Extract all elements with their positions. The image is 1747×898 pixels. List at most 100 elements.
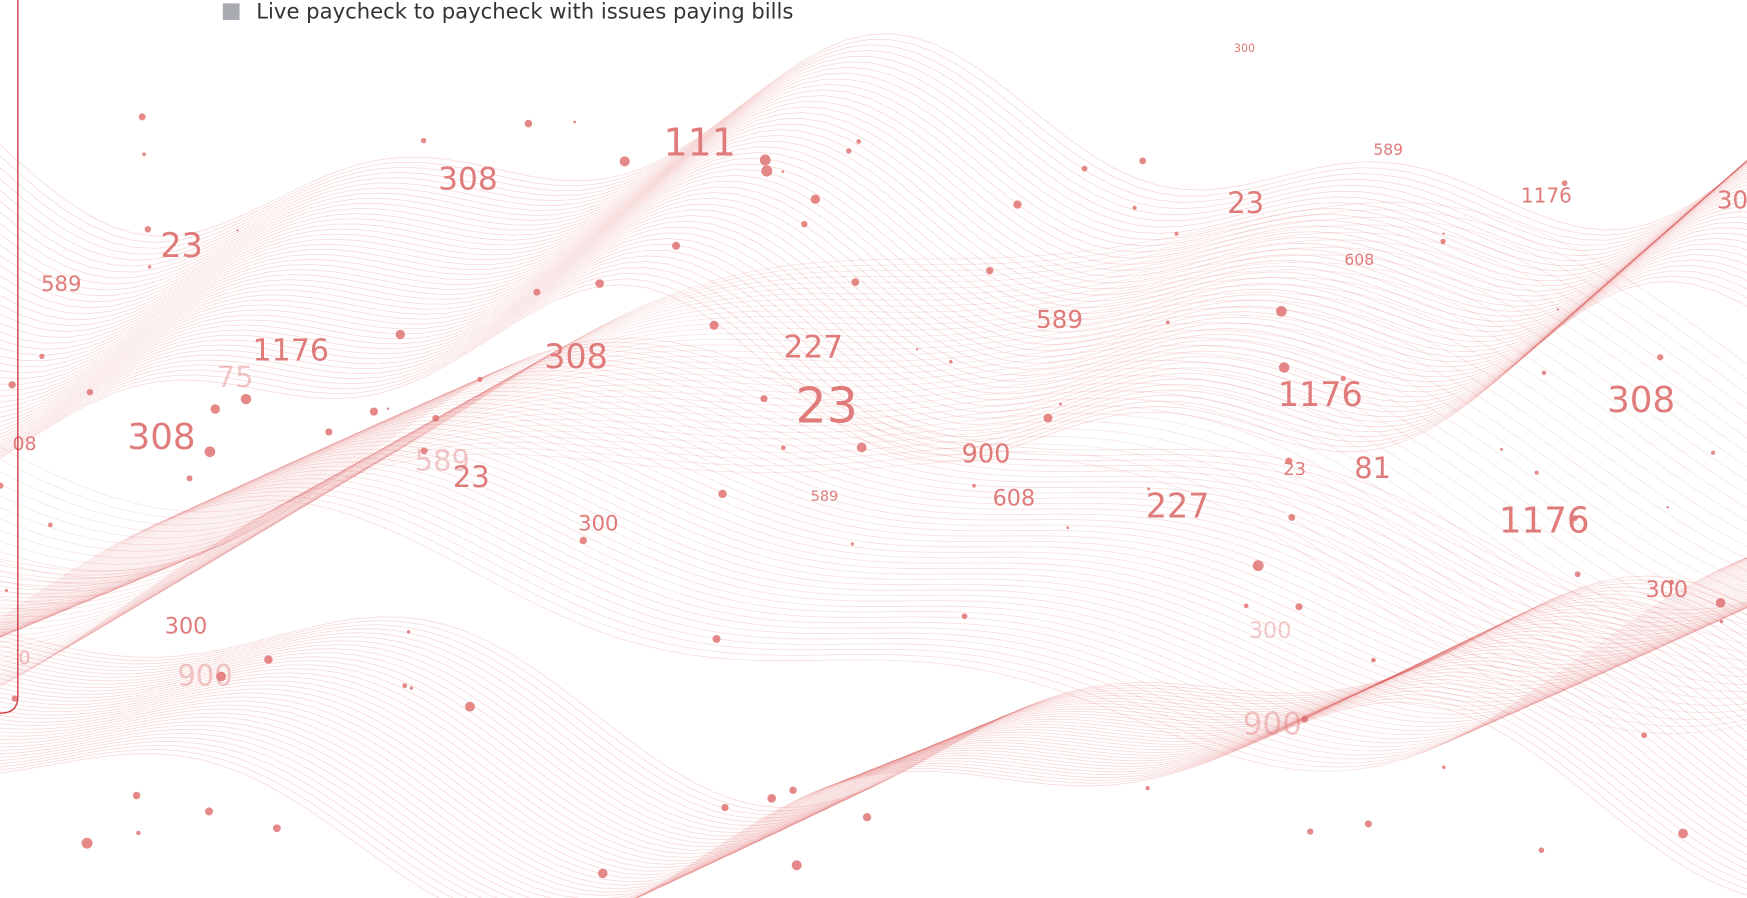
dot <box>240 393 252 405</box>
dot <box>1574 571 1581 578</box>
wave-line <box>0 575 1747 809</box>
wave-line <box>0 461 1747 736</box>
dot <box>1059 402 1063 406</box>
wave-line <box>0 403 1747 678</box>
wave-line <box>0 679 1747 898</box>
dot <box>272 824 281 833</box>
dot <box>619 156 630 167</box>
wave-line <box>0 690 1747 898</box>
wave-line <box>0 495 1747 768</box>
number-label: 23 <box>453 460 490 494</box>
wave-line <box>0 390 1747 670</box>
wave-line <box>0 329 1747 624</box>
dot <box>1500 447 1503 451</box>
dot <box>533 288 541 296</box>
dot-layer <box>0 113 1726 879</box>
dot <box>138 113 146 121</box>
wave-line <box>0 123 1747 333</box>
wave-line <box>0 367 1747 654</box>
wave-line <box>0 342 1747 615</box>
wave-line <box>0 232 1747 435</box>
wave-line <box>0 641 1747 872</box>
wave-line <box>0 474 1747 748</box>
dot <box>850 542 855 546</box>
wave-line <box>0 134 1747 344</box>
wave-line <box>0 192 1747 403</box>
wave-line <box>0 420 1747 699</box>
dot <box>986 266 994 275</box>
wave-line <box>0 362 1747 636</box>
wave-line <box>0 354 1747 628</box>
wave-line <box>0 352 1747 643</box>
dot <box>204 446 216 458</box>
number-label: 23 <box>1227 186 1264 220</box>
dot <box>465 701 475 712</box>
dot <box>915 348 919 351</box>
wave-line <box>0 601 1747 834</box>
dot <box>1442 232 1445 235</box>
wave-line <box>0 78 1747 285</box>
dot <box>759 154 771 166</box>
wave-line <box>0 447 1747 727</box>
dot <box>791 860 802 871</box>
wave-line <box>0 39 1747 243</box>
wave-line <box>0 413 1747 692</box>
wave-line <box>0 275 1747 457</box>
wave-line <box>0 378 1747 653</box>
dot <box>1174 231 1179 236</box>
wave-line <box>0 72 1747 279</box>
dot <box>1666 506 1669 509</box>
number-label: 589 <box>41 271 81 296</box>
number-label: 111 <box>664 120 736 164</box>
wave-line <box>0 254 1747 559</box>
number-label: 227 <box>1146 487 1210 526</box>
wave-line <box>0 579 1747 812</box>
wave-line <box>0 270 1747 455</box>
dot <box>1278 362 1290 373</box>
wave-line <box>0 465 1747 740</box>
number-label: 589 <box>415 443 470 477</box>
dot <box>205 807 214 816</box>
number-label: 608 <box>993 486 1036 512</box>
wave-line <box>0 259 1747 450</box>
wave-line <box>0 448 1747 723</box>
dot <box>1371 657 1376 663</box>
dot <box>1715 597 1726 608</box>
wave-line <box>0 269 1747 572</box>
number-label: 589 <box>811 489 839 505</box>
dot <box>810 194 821 204</box>
wave-line <box>0 667 1747 897</box>
wave-line <box>0 216 1747 526</box>
wave-line <box>0 44 1747 249</box>
wave-line <box>0 197 1747 409</box>
wave-line <box>0 694 1747 898</box>
wave-line <box>0 118 1747 327</box>
dot <box>1340 375 1346 382</box>
dot <box>420 447 428 455</box>
dot <box>420 137 427 144</box>
number-label: 900 <box>177 658 232 692</box>
dot <box>0 482 4 489</box>
wave-line <box>0 597 1747 830</box>
dot <box>949 359 953 364</box>
wave-line <box>0 615 1747 848</box>
wave-line <box>0 682 1747 898</box>
dot <box>1132 205 1137 211</box>
wave-line <box>0 405 1747 685</box>
dot <box>369 407 379 416</box>
dot <box>144 226 152 233</box>
wave-line <box>0 146 1747 356</box>
number-label: 0 <box>18 647 30 669</box>
wave-line <box>0 151 1747 362</box>
dot <box>709 320 719 330</box>
dot <box>781 170 785 173</box>
wave-line <box>0 630 1747 862</box>
wave-line <box>0 307 1747 604</box>
wave-line <box>0 486 1747 760</box>
dot <box>147 265 152 269</box>
number-label: 608 <box>1344 251 1374 269</box>
number-label: 300 <box>1646 577 1689 603</box>
dot <box>186 475 193 482</box>
wave-line <box>0 202 1747 513</box>
number-label: 75 <box>217 360 254 394</box>
